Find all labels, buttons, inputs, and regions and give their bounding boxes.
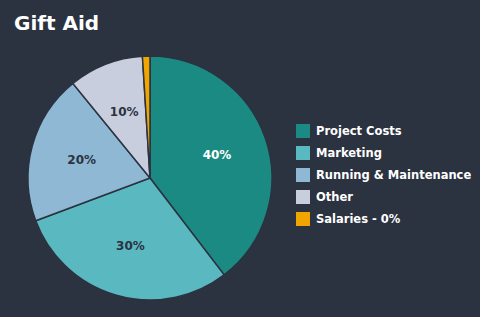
legend-item: Salaries - 0% (296, 212, 401, 226)
legend-label: Running & Maintenance (316, 168, 471, 182)
legend-item: Running & Maintenance (296, 168, 471, 182)
legend-swatch (296, 168, 310, 182)
legend-swatch (296, 212, 310, 226)
legend-item: Marketing (296, 146, 382, 160)
data-label: 30% (116, 239, 145, 253)
legend-label: Salaries - 0% (316, 212, 401, 226)
chart: Gift Aid 40% 30% 20% 10% Project Costs Marketi… (0, 0, 480, 317)
legend: Project Costs Marketing Running & Maintena… (296, 124, 471, 226)
title: Gift Aid (14, 11, 99, 35)
data-label: 10% (110, 105, 139, 119)
legend-swatch (296, 146, 310, 160)
data-label: 20% (67, 153, 96, 167)
background (0, 0, 480, 317)
legend-item: Other (296, 190, 353, 204)
legend-label: Other (316, 190, 353, 204)
legend-item: Project Costs (296, 124, 402, 138)
legend-label: Project Costs (316, 124, 402, 138)
data-labels: 40% 30% 20% 10% (67, 105, 231, 253)
data-label: 40% (203, 148, 232, 162)
legend-swatch (296, 124, 310, 138)
legend-label: Marketing (316, 146, 382, 160)
legend-swatch (296, 190, 310, 204)
slice (142, 56, 150, 178)
pie (28, 56, 272, 300)
